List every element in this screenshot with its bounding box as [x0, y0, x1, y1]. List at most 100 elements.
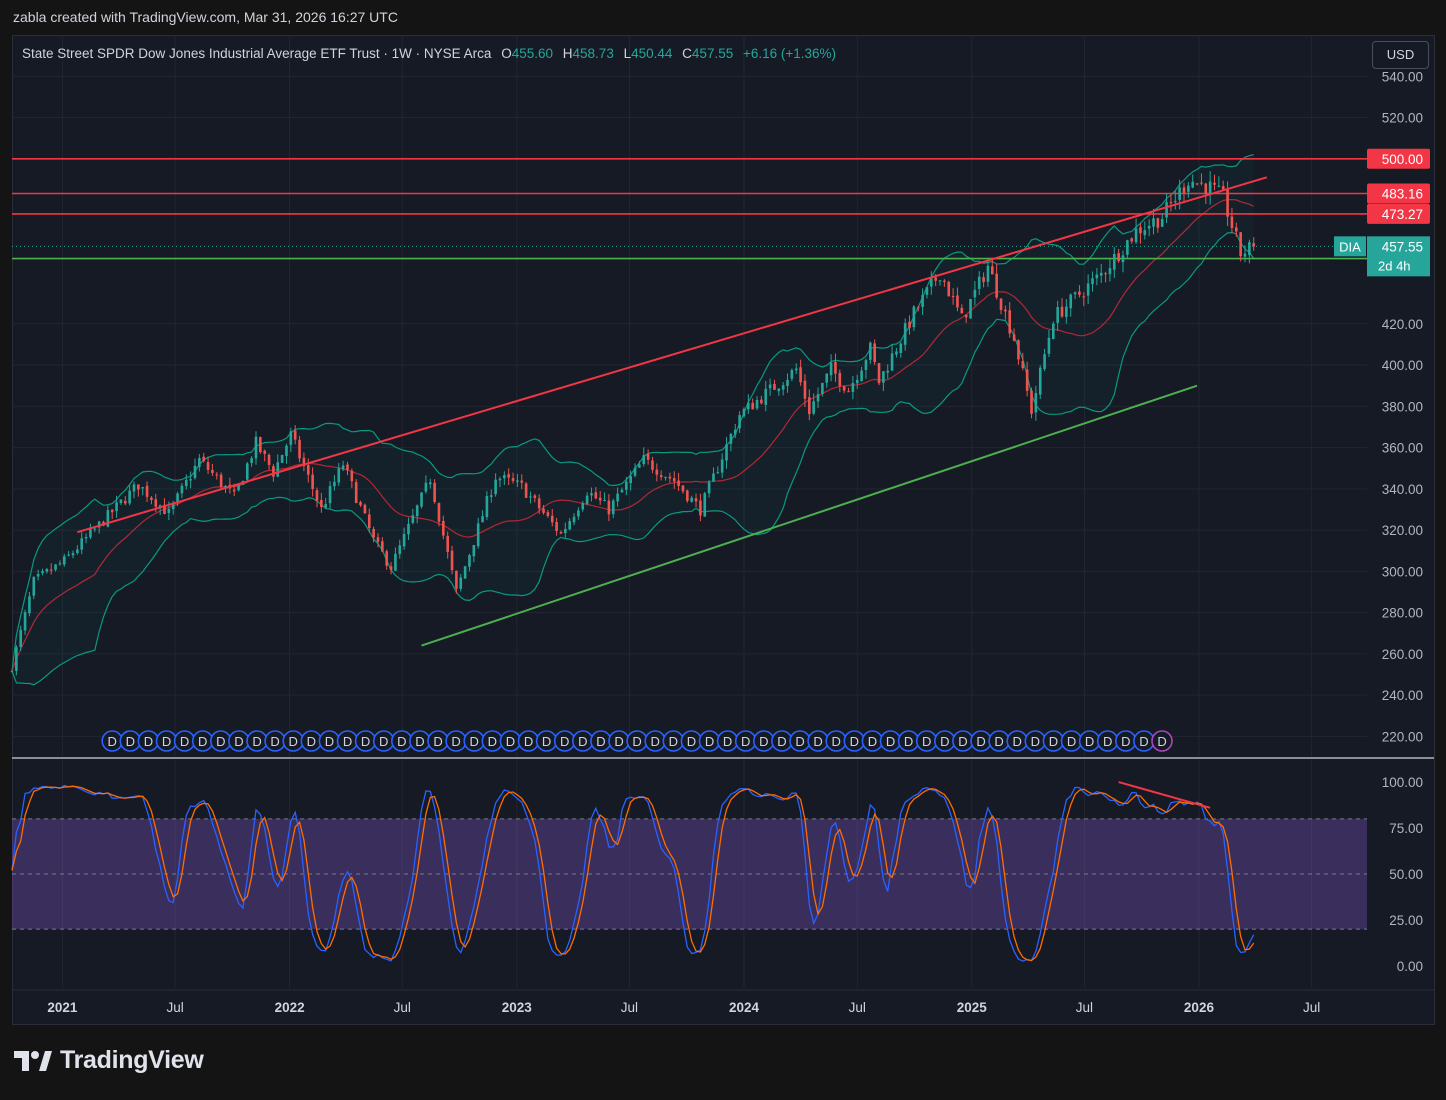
candle-body: [882, 371, 885, 383]
candle-body: [298, 439, 301, 459]
candle-body: [1104, 273, 1107, 275]
candle-body: [1221, 186, 1225, 190]
candle-body: [503, 475, 506, 479]
candle-body: [1056, 307, 1059, 323]
candle-body: [550, 515, 554, 523]
candle-body: [272, 466, 275, 477]
candle-body: [15, 647, 18, 671]
candle-body: [1243, 253, 1247, 257]
candle-body: [1182, 187, 1186, 193]
dividend-marker-label: D: [289, 734, 298, 749]
currency-button[interactable]: USD: [1372, 41, 1429, 69]
price-tick-label: 380.00: [1382, 399, 1423, 414]
candle-body: [873, 343, 876, 363]
candle-body: [642, 455, 646, 464]
trend-lines: [77, 176, 1268, 647]
candle-body: [681, 485, 685, 492]
candle-body: [808, 397, 811, 415]
candle-body: [389, 566, 393, 571]
dividend-marker-label: D: [361, 734, 370, 749]
level-price-tag: [1367, 148, 1430, 169]
candle-body: [433, 482, 436, 502]
dividend-marker: [1151, 730, 1173, 752]
candle-body: [816, 394, 820, 402]
candle-body: [80, 538, 84, 550]
candle-body: [986, 265, 990, 282]
candle-body: [659, 475, 663, 478]
candle-body: [555, 522, 558, 532]
candle-body: [19, 629, 23, 647]
candle-body: [115, 502, 118, 512]
dividend-marker-label: D: [1085, 734, 1094, 749]
dividend-marker-label: D: [325, 734, 334, 749]
candle-body: [524, 483, 528, 498]
candle-body: [520, 480, 524, 483]
candle-body: [1191, 181, 1195, 188]
dividend-marker-label: D: [832, 734, 841, 749]
candle-body: [542, 508, 545, 513]
dividend-marker-label: D: [488, 734, 497, 749]
candle-body: [1239, 232, 1242, 257]
candle-body: [930, 278, 933, 287]
candle-body: [97, 521, 101, 528]
candle-body: [180, 485, 184, 494]
candle-body: [890, 353, 894, 371]
price-tick-label: 340.00: [1382, 482, 1423, 497]
candle-body: [385, 551, 389, 566]
candle-body: [184, 479, 188, 487]
price-tick-label: 520.00: [1382, 111, 1423, 126]
candle-body: [1204, 183, 1208, 195]
candle-body: [790, 370, 794, 379]
candle-body: [1152, 218, 1155, 227]
candle-body: [751, 402, 754, 410]
candle-body: [1051, 323, 1055, 339]
candle-body: [394, 553, 397, 571]
dividend-marker-label: D: [958, 734, 967, 749]
candle-body: [481, 516, 484, 523]
tradingview-logo[interactable]: TradingView: [14, 1046, 204, 1075]
candle-body: [1099, 272, 1103, 276]
candle-body: [616, 493, 619, 502]
candle-body: [420, 492, 423, 507]
dividend-marker-label: D: [542, 734, 551, 749]
candle-body: [176, 493, 179, 503]
open-value: 455.60: [511, 46, 554, 61]
time-tick-label: Jul: [166, 1000, 183, 1015]
stochastic-tick-label: 50.00: [1389, 867, 1423, 882]
candle-body: [925, 287, 929, 295]
candle-body: [760, 399, 763, 404]
candle-body: [703, 493, 707, 517]
instrument-title[interactable]: State Street SPDR Dow Jones Industrial A…: [22, 46, 492, 61]
dividend-marker-label: D: [614, 734, 623, 749]
dividend-marker-label: D: [162, 734, 171, 749]
price-tick-label: 400.00: [1382, 358, 1423, 373]
level-price-label: 483.16: [1382, 187, 1423, 202]
candle-body: [219, 474, 223, 487]
dividend-marker-label: D: [596, 734, 605, 749]
candle-body: [625, 481, 628, 490]
time-tick-label: Jul: [621, 1000, 638, 1015]
candle-body: [903, 323, 907, 345]
candle-body: [328, 486, 332, 504]
candle-body: [855, 379, 859, 384]
candle-body: [977, 276, 981, 289]
candle-body: [1143, 230, 1147, 235]
dividend-marker-label: D: [1157, 734, 1166, 749]
candle-body: [655, 469, 659, 475]
candle-body: [1187, 185, 1190, 192]
stochastic-tick-label: 100.00: [1382, 775, 1423, 790]
stochastic-tick-label: 0.00: [1397, 959, 1423, 974]
time-tick-label: Jul: [849, 1000, 866, 1015]
dividend-marker-label: D: [886, 734, 895, 749]
candle-body: [363, 504, 367, 514]
candle-body: [1195, 183, 1199, 185]
high-value: 458.73: [572, 46, 614, 61]
time-tick-label: Jul: [1076, 1000, 1093, 1015]
candle-body: [781, 385, 785, 390]
candle-body: [838, 372, 842, 386]
candle-body: [729, 434, 733, 444]
dividend-marker-label: D: [144, 734, 153, 749]
candle-body: [1234, 227, 1238, 232]
candle-body: [110, 509, 114, 513]
